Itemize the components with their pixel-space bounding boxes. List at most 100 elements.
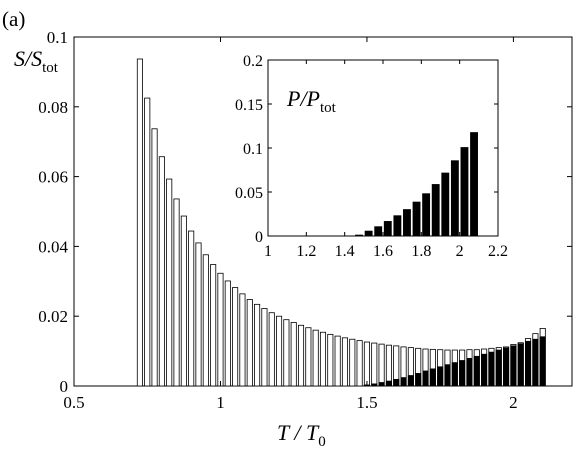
bar-total (239, 293, 246, 387)
inset-x-tick-label: 1.8 (411, 243, 431, 260)
bar-total (312, 329, 319, 387)
bar-total (166, 178, 173, 387)
inset-bar (393, 215, 402, 236)
inset-bar (374, 226, 383, 236)
inset-chart: 1 1.2 1.4 1.6 1.8 2 2.2 0 0.05 0.1 0.15 0.2 P/Ptot (235, 53, 508, 260)
bar-total (224, 280, 231, 387)
bar-total (276, 315, 283, 387)
main-x-ticks: 0.5 1 1.5 2 (63, 37, 518, 412)
panel-label: (a) (2, 7, 25, 31)
inset-bar (403, 209, 411, 236)
bar-total (254, 303, 261, 387)
inset-bar (470, 132, 478, 236)
bar-total (363, 341, 370, 387)
bar-filled (473, 355, 480, 387)
inset-x-tick-label: 2.2 (488, 243, 508, 260)
bar-filled (481, 353, 488, 387)
bar-total (334, 335, 341, 387)
bar-filled (385, 380, 392, 387)
bar-total (319, 331, 327, 387)
bar-total (261, 308, 268, 387)
bar-total (356, 340, 363, 387)
bar-filled (451, 362, 458, 387)
inset-bar (355, 234, 363, 236)
bar-total (202, 254, 209, 387)
bar-filled (429, 368, 436, 387)
bar-filled (444, 364, 451, 387)
bar-filled (371, 383, 378, 387)
bar-total (144, 97, 151, 387)
inset-x-ticks: 1 1.2 1.4 1.6 1.8 2 2.2 (264, 60, 508, 260)
inset-y-ticks: 0 0.05 0.1 0.15 0.2 (235, 53, 498, 246)
x-tick-label: 2 (509, 393, 518, 412)
bar-filled (532, 338, 539, 387)
inset-bar (412, 201, 421, 236)
y-tick-label: 0.04 (38, 237, 68, 256)
y-tick-label: 0.1 (47, 28, 68, 47)
inset-bar (431, 184, 440, 236)
inset-x-tick-label: 1.6 (373, 243, 393, 260)
inset-bar (364, 230, 373, 236)
inset-bars (355, 132, 478, 236)
inset-x-tick-label: 1 (264, 243, 272, 260)
bar-total (136, 58, 143, 387)
inset-x-tick-label: 1.2 (296, 243, 316, 260)
bar-total (246, 299, 253, 387)
bar-total (180, 215, 187, 387)
bar-total (268, 312, 275, 387)
inset-y-tick-label: 0 (255, 229, 263, 246)
bar-filled (466, 358, 473, 387)
bar-total (349, 338, 356, 387)
inset-y-tick-label: 0.2 (243, 53, 263, 70)
inset-x-tick-label: 2 (456, 243, 464, 260)
inset-annotation: P/Ptot (286, 86, 337, 116)
bar-total (327, 333, 334, 387)
bar-total (305, 327, 312, 387)
bar-total (173, 198, 180, 387)
bar-total (297, 324, 305, 387)
bar-filled (422, 370, 429, 387)
main-y-axis-title: S/Stot (14, 46, 59, 76)
x-tick-label: 0.5 (63, 393, 84, 412)
inset-bar (450, 160, 459, 236)
bar-filled (407, 375, 414, 387)
y-tick-label: 0.02 (38, 307, 68, 326)
bar-total (385, 344, 392, 387)
main-x-axis-title: T / T0 (277, 420, 326, 450)
bar-filled (488, 351, 495, 387)
bar-filled (517, 343, 524, 387)
bar-filled (378, 382, 385, 387)
bar-total (232, 287, 239, 387)
x-tick-label: 1.5 (356, 393, 377, 412)
bar-filled (495, 349, 502, 387)
inset-y-tick-label: 0.1 (243, 141, 263, 158)
inset-bar (460, 147, 469, 236)
bar-total (290, 322, 297, 387)
inset-y-tick-label: 0.15 (235, 97, 263, 114)
bar-total (217, 272, 224, 387)
bar-filled (415, 373, 422, 387)
y-tick-label: 0.06 (38, 168, 68, 187)
bar-filled (539, 336, 546, 387)
x-tick-label: 1 (216, 393, 225, 412)
inset-y-tick-label: 0.05 (235, 185, 263, 202)
main-y-ticks: 0 0.02 0.04 0.06 0.08 0.1 (38, 28, 572, 396)
inset-x-tick-label: 1.4 (335, 243, 355, 260)
bar-total (378, 343, 385, 387)
bar-filled (393, 378, 400, 387)
bar-filled (510, 345, 517, 387)
main-bars (136, 58, 546, 387)
bar-total (195, 242, 202, 387)
inset-bar (441, 172, 450, 236)
y-tick-label: 0 (60, 377, 69, 396)
inset-bar (383, 221, 392, 236)
main-chart: 0.5 1 1.5 2 0 0.02 0.04 0.06 0.08 0.1 S/Stot T /… (14, 28, 573, 450)
bar-filled (459, 360, 466, 387)
bar-filled (437, 366, 444, 387)
y-tick-label: 0.08 (38, 98, 68, 117)
bar-filled (400, 377, 407, 387)
bar-total (158, 156, 165, 387)
bar-total (283, 319, 290, 387)
bar-total (341, 337, 348, 387)
